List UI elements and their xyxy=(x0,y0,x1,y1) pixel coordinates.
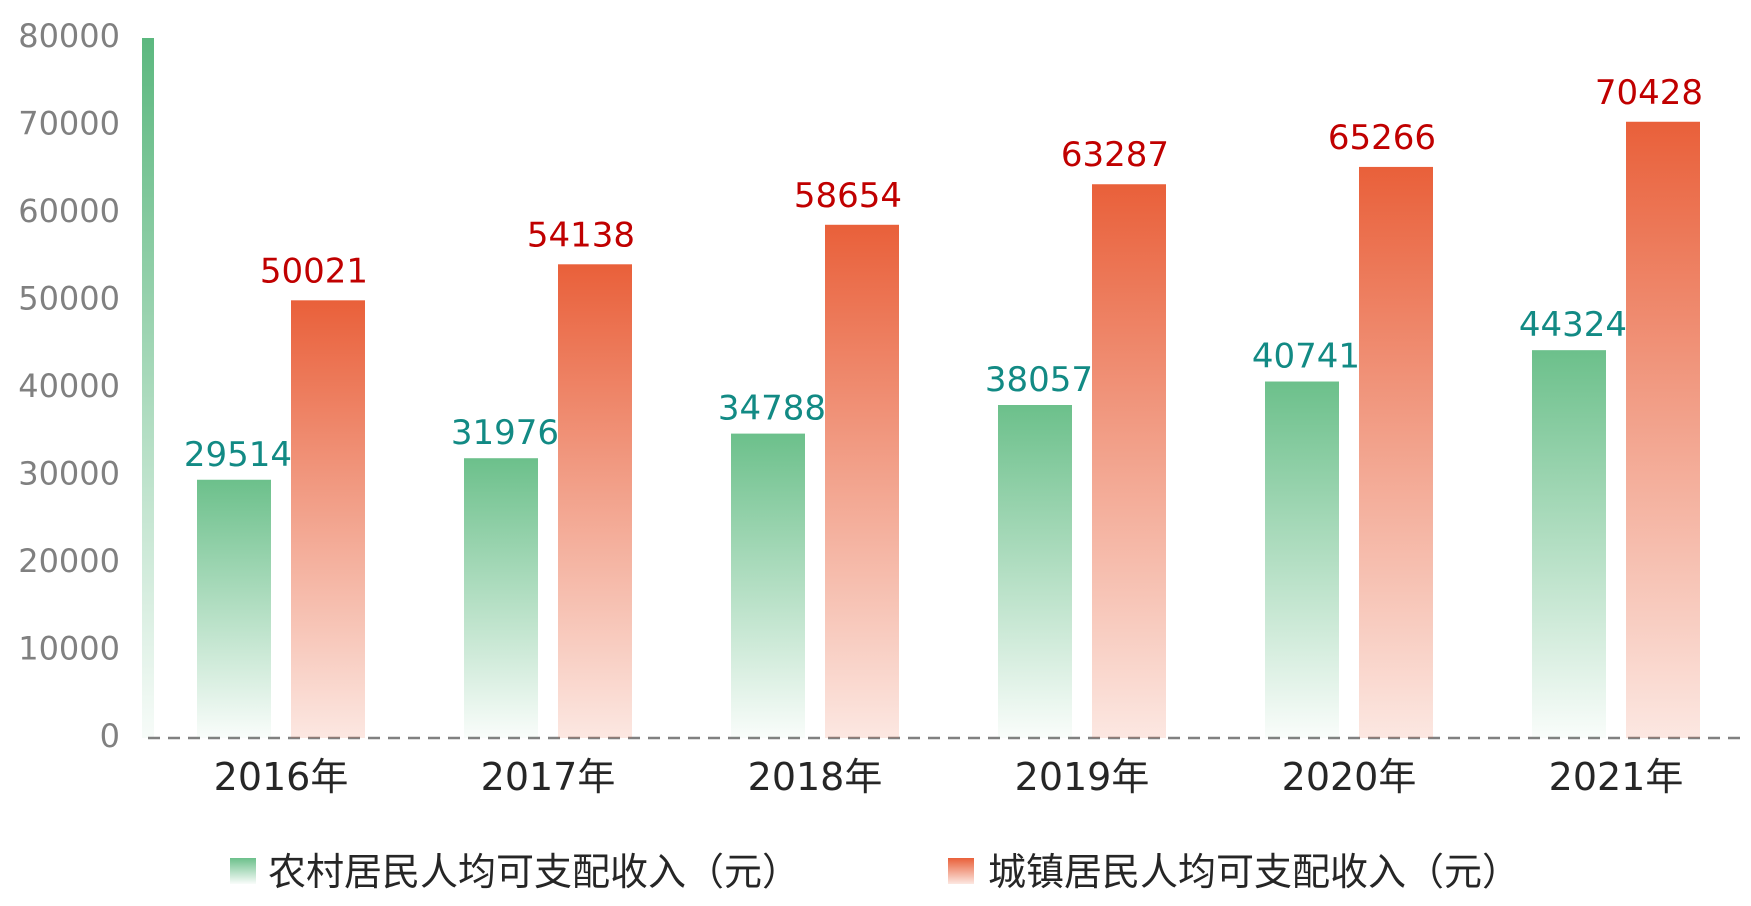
bars-group xyxy=(197,121,1700,739)
y-tick-label: 40000 xyxy=(18,367,120,405)
data-label-urban: 58654 xyxy=(794,176,902,216)
x-tick-label: 2019年 xyxy=(1015,755,1150,799)
data-label-rural: 44324 xyxy=(1519,305,1627,345)
x-tick-label: 2018年 xyxy=(748,755,883,799)
y-axis-ticks: 0 10000 20000 30000 40000 50000 60000 70000 8000… xyxy=(18,17,120,755)
legend-label-urban: 城镇居民人均可支配收入（元） xyxy=(988,850,1520,894)
data-label-rural: 40741 xyxy=(1252,337,1360,377)
bar-rural xyxy=(464,458,538,738)
y-tick-label: 50000 xyxy=(18,280,120,318)
x-tick-label: 2020年 xyxy=(1282,755,1417,799)
bar-rural xyxy=(998,405,1072,738)
bar-rural xyxy=(1265,381,1339,738)
y-tick-label: 20000 xyxy=(18,542,120,580)
x-tick-label: 2021年 xyxy=(1549,755,1684,799)
y-tick-label: 80000 xyxy=(18,17,120,55)
legend-swatch-rural xyxy=(230,858,256,884)
data-label-rural: 31976 xyxy=(451,413,559,453)
bar-urban xyxy=(558,264,632,738)
y-tick-label: 70000 xyxy=(18,105,120,143)
y-axis-line xyxy=(142,38,154,738)
legend-swatch-urban xyxy=(948,858,974,884)
data-label-urban: 54138 xyxy=(527,215,635,255)
x-tick-label: 2017年 xyxy=(481,755,616,799)
bar-urban xyxy=(1092,184,1166,738)
data-label-rural: 38057 xyxy=(985,360,1093,400)
y-tick-label: 0 xyxy=(100,717,120,755)
y-tick-label: 60000 xyxy=(18,192,120,230)
bar-urban xyxy=(825,224,899,739)
x-tick-label: 2016年 xyxy=(214,755,349,799)
bar-urban xyxy=(1626,121,1700,738)
data-label-urban: 70428 xyxy=(1595,73,1703,113)
data-label-rural: 34788 xyxy=(718,389,826,429)
legend-label-rural: 农村居民人均可支配收入（元） xyxy=(268,850,800,894)
data-label-urban: 50021 xyxy=(260,251,368,291)
data-labels-group: 29514 50021 31976 54138 34788 58654 38057 63287… xyxy=(184,73,1703,475)
bar-rural xyxy=(1532,350,1606,738)
data-label-urban: 63287 xyxy=(1061,135,1169,175)
data-label-urban: 65266 xyxy=(1328,118,1436,158)
legend: 农村居民人均可支配收入（元） 城镇居民人均可支配收入（元） xyxy=(230,850,1520,894)
data-label-rural: 29514 xyxy=(184,435,292,475)
bar-urban xyxy=(1359,166,1433,739)
bar-rural xyxy=(731,433,805,738)
x-axis-ticks: 2016年 2017年 2018年 2019年 2020年 2021年 xyxy=(214,755,1684,799)
bar-rural xyxy=(197,479,271,738)
bar-urban xyxy=(291,300,365,738)
y-tick-label: 10000 xyxy=(18,630,120,668)
y-tick-label: 30000 xyxy=(18,455,120,493)
